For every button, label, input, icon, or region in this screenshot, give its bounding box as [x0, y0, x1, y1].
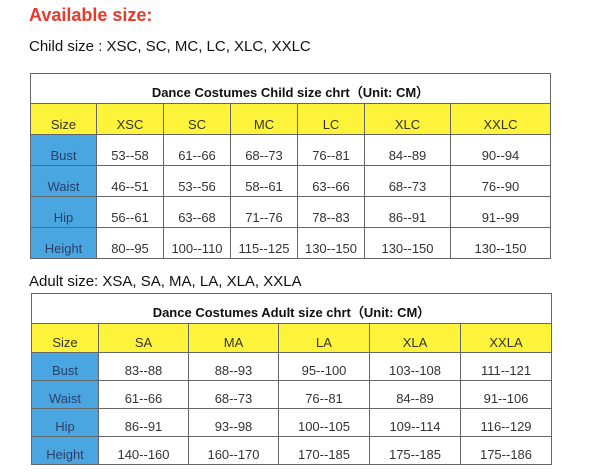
table-row: Hip 56--61 63--68 71--76 78--83 86--91 91--99 [30, 196, 551, 228]
row-label: Waist [30, 165, 97, 197]
header-cell: XXLA [460, 323, 552, 353]
header-cell: MC [230, 103, 298, 135]
table-row: Hip 86--91 93--98 100--105 109--114 116--129 [31, 408, 552, 437]
table-cell: 78--83 [297, 196, 365, 228]
table-cell: 170--185 [278, 436, 370, 465]
table-cell: 175--185 [369, 436, 461, 465]
table-cell: 100--110 [163, 227, 231, 259]
table-cell: 100--105 [278, 408, 370, 437]
table-cell: 160--170 [188, 436, 279, 465]
header-cell: SA [98, 323, 189, 353]
table-cell: 109--114 [369, 408, 461, 437]
table-cell: 111--121 [460, 352, 552, 381]
row-label: Height [30, 227, 97, 259]
header-row: Size XSC SC MC LC XLC XXLC [30, 103, 551, 135]
table-cell: 91--106 [460, 380, 552, 409]
table-cell: 58--61 [230, 165, 298, 197]
table-cell: 84--89 [364, 134, 451, 166]
title-row: Dance Costumes Child size chrt（Unit: CM） [30, 73, 551, 104]
table-cell: 86--91 [364, 196, 451, 228]
table-cell: 76--81 [297, 134, 365, 166]
adult-size-table: Dance Costumes Adult size chrt（Unit: CM）… [31, 293, 552, 465]
header-cell: XLC [364, 103, 451, 135]
table-cell: 46--51 [96, 165, 164, 197]
table-row: Height 80--95 100--110 115--125 130--150 130-… [30, 227, 551, 259]
table-row: Height 140--160 160--170 170--185 175--185 17… [31, 436, 552, 465]
table-cell: 175--186 [460, 436, 552, 465]
table-cell: 68--73 [364, 165, 451, 197]
table-cell: 53--58 [96, 134, 164, 166]
table-cell: 91--99 [450, 196, 551, 228]
header-cell: Size [30, 103, 97, 135]
header-cell: LC [297, 103, 365, 135]
table-cell: 95--100 [278, 352, 370, 381]
header-cell: MA [188, 323, 279, 353]
table-row: Waist 61--66 68--73 76--81 84--89 91--106 [31, 380, 552, 409]
table-cell: 130--150 [364, 227, 451, 259]
row-label: Waist [31, 380, 99, 409]
table-row: Bust 83--88 88--93 95--100 103--108 111--121 [31, 352, 552, 381]
header-cell: LA [278, 323, 370, 353]
row-label: Hip [31, 408, 99, 437]
available-size-heading: Available size: [29, 5, 153, 25]
table-cell: 140--160 [98, 436, 189, 465]
table-cell: 86--91 [98, 408, 189, 437]
row-label: Bust [30, 134, 97, 166]
table-cell: 63--68 [163, 196, 231, 228]
table-title: Dance Costumes Child size chrt（Unit: CM） [30, 73, 551, 104]
table-cell: 115--125 [230, 227, 298, 259]
table-cell: 130--150 [297, 227, 365, 259]
table-row: Bust 53--58 61--66 68--73 76--81 84--89 90--94 [30, 134, 551, 166]
table-cell: 76--90 [450, 165, 551, 197]
table-cell: 84--89 [369, 380, 461, 409]
child-size-list: Child size : XSC, SC, MC, LC, XLC, XXLC [29, 38, 311, 55]
table-cell: 63--66 [297, 165, 365, 197]
table-cell: 68--73 [230, 134, 298, 166]
table-cell: 76--81 [278, 380, 370, 409]
row-label: Bust [31, 352, 99, 381]
header-row: Size SA MA LA XLA XXLA [31, 323, 552, 353]
table-cell: 103--108 [369, 352, 461, 381]
adult-size-list: Adult size: XSA, SA, MA, LA, XLA, XXLA [29, 273, 302, 290]
table-cell: 88--93 [188, 352, 279, 381]
table-cell: 116--129 [460, 408, 552, 437]
table-cell: 71--76 [230, 196, 298, 228]
table-row: Waist 46--51 53--56 58--61 63--66 68--73 76--9… [30, 165, 551, 197]
table-cell: 53--56 [163, 165, 231, 197]
table-cell: 61--66 [98, 380, 189, 409]
table-cell: 68--73 [188, 380, 279, 409]
table-cell: 56--61 [96, 196, 164, 228]
title-row: Dance Costumes Adult size chrt（Unit: CM） [31, 293, 552, 324]
child-size-table: Dance Costumes Child size chrt（Unit: CM）… [30, 73, 551, 259]
header-cell: XLA [369, 323, 461, 353]
table-cell: 130--150 [450, 227, 551, 259]
table-cell: 61--66 [163, 134, 231, 166]
row-label: Height [31, 436, 99, 465]
table-cell: 83--88 [98, 352, 189, 381]
row-label: Hip [30, 196, 97, 228]
header-cell: SC [163, 103, 231, 135]
table-title: Dance Costumes Adult size chrt（Unit: CM） [31, 293, 552, 324]
header-cell: XXLC [450, 103, 551, 135]
table-cell: 80--95 [96, 227, 164, 259]
header-cell: XSC [96, 103, 164, 135]
table-cell: 90--94 [450, 134, 551, 166]
table-cell: 93--98 [188, 408, 279, 437]
header-cell: Size [31, 323, 99, 353]
